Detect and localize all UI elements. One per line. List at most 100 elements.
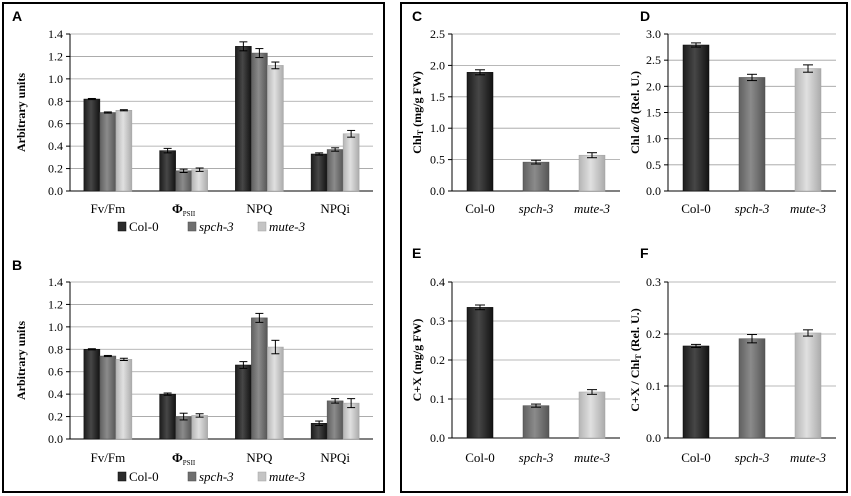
y-tick-label: 0.0 <box>646 184 661 198</box>
category-label: Col-0 <box>681 450 711 465</box>
category-label: spch-3 <box>735 201 770 216</box>
bar-spch3 <box>175 170 192 192</box>
bar-col0 <box>235 46 252 192</box>
panel-letter: F <box>640 245 649 261</box>
legend-label-spch3: spch-3 <box>199 219 234 234</box>
panel-letter: C <box>412 8 422 24</box>
title-italic: a/b <box>628 117 642 132</box>
y-tick-label: 0.1 <box>646 379 661 393</box>
y-tick-label: 0.1 <box>430 392 445 406</box>
y-tick-label: 1.4 <box>48 275 63 289</box>
bar-mute3 <box>115 359 133 440</box>
chart-panel-c: C 0.0 0.5 1.0 1.5 2.0 2.5 ChlT (mg/g FW) Col-0 sp… <box>410 8 620 216</box>
legend-swatch-spch3 <box>187 221 197 232</box>
bar-col0 <box>310 153 328 192</box>
bar-spch3 <box>251 52 268 192</box>
title-part: Chl <box>628 359 642 378</box>
left-frame <box>2 2 385 493</box>
chart-panel-f: F 0.0 0.1 0.2 0.3 C+X / ChlT (Rel. U.) Col-0 sp… <box>628 245 836 465</box>
y-tick-label: 0.3 <box>646 275 661 289</box>
category-label: ΦPSII <box>172 201 196 218</box>
y-tick-label: 1.0 <box>48 320 63 334</box>
category-label: ΦPSII <box>172 450 196 467</box>
legend-label-col0: Col-0 <box>129 469 159 484</box>
category-label: Fv/Fm <box>91 201 126 216</box>
category-subscript: PSII <box>183 210 196 218</box>
bar-mute3 <box>578 391 606 439</box>
y-tick-label: 0.3 <box>430 314 445 328</box>
category-label: mute-3 <box>574 450 611 465</box>
legend-label-mute3: mute-3 <box>269 469 306 484</box>
title-part: (mg/g FW) <box>410 71 424 130</box>
category-label: spch-3 <box>735 450 770 465</box>
y-tick-label: 0.0 <box>48 184 63 198</box>
bar-spch3 <box>326 400 344 440</box>
y-tick-label: 1.2 <box>48 297 63 311</box>
y-tick-label: 0.2 <box>48 162 63 176</box>
y-tick-label: 0.4 <box>48 387 63 401</box>
category-label: Col-0 <box>681 201 711 216</box>
legend-swatch-spch3 <box>187 471 197 482</box>
category-label: spch-3 <box>519 201 554 216</box>
bar-spch3 <box>326 149 344 192</box>
y-tick-label: 1.0 <box>430 121 445 135</box>
title-subscript: T <box>416 129 425 135</box>
legend-swatch-col0 <box>117 471 127 482</box>
bar-col0 <box>159 393 176 440</box>
bar-spch3 <box>738 77 766 192</box>
category-part: Φ <box>172 450 183 465</box>
category-label: mute-3 <box>574 201 611 216</box>
title-part: C+X / <box>628 378 642 412</box>
y-tick-label: 0.0 <box>48 432 63 446</box>
y-axis-title: Arbitrary units <box>14 321 28 400</box>
bar-spch3 <box>522 161 550 192</box>
category-part: Φ <box>172 201 183 216</box>
legend-label-col0: Col-0 <box>129 219 159 234</box>
bar-mute3 <box>578 154 606 192</box>
title-part: (Rel. U.) <box>628 308 642 354</box>
y-tick-label: 1.5 <box>430 90 445 104</box>
category-label: spch-3 <box>519 450 554 465</box>
y-axis-title: Chl a/b (Rel. U.) <box>628 71 642 154</box>
y-tick-label: 2.5 <box>646 53 661 67</box>
category-label: NPQi <box>320 450 350 465</box>
y-tick-label: 1.0 <box>48 72 63 86</box>
charts-layer: A 0.0 0.2 0.4 0.6 0.8 1.0 1.2 1.4 Arbitrary units… <box>12 8 836 484</box>
title-subscript: T <box>634 354 643 360</box>
y-tick-label: 0.6 <box>48 117 63 131</box>
bar-col0 <box>83 349 101 440</box>
category-subscript: PSII <box>183 459 196 467</box>
y-tick-label: 0.4 <box>430 275 445 289</box>
panel-letter: B <box>12 257 22 273</box>
y-tick-label: 0.8 <box>48 94 63 108</box>
bar-mute3 <box>191 169 208 192</box>
category-label: NPQi <box>320 201 350 216</box>
y-axis-title: ChlT (mg/g FW) <box>410 71 425 154</box>
legend-swatch-mute3 <box>257 471 267 482</box>
title-part: Chl <box>628 132 642 154</box>
panel-letter: D <box>640 8 650 24</box>
category-label: mute-3 <box>790 201 827 216</box>
panel-letter: A <box>12 8 22 24</box>
legend-label-mute3: mute-3 <box>269 219 306 234</box>
chart-panel-b: B 0.0 0.2 0.4 0.6 0.8 1.0 1.2 1.4 Arbitrary units… <box>12 257 373 484</box>
y-axis-title: Arbitrary units <box>14 73 28 152</box>
bar-spch3 <box>99 112 117 192</box>
bar-mute3 <box>191 415 208 440</box>
bar-mute3 <box>267 346 284 440</box>
category-label: NPQ <box>246 201 273 216</box>
y-tick-label: 0.4 <box>48 139 63 153</box>
y-axis-title: C+X (mg/g FW) <box>410 319 424 402</box>
right-frame <box>400 2 848 493</box>
bar-col0 <box>682 345 710 439</box>
bar-spch3 <box>99 355 117 440</box>
bar-mute3 <box>794 68 822 192</box>
category-label: mute-3 <box>790 450 827 465</box>
y-tick-label: 2.0 <box>430 58 445 72</box>
category-label: Col-0 <box>465 201 495 216</box>
y-tick-label: 0.5 <box>430 153 445 167</box>
bar-spch3 <box>522 405 550 439</box>
bar-spch3 <box>738 338 766 439</box>
